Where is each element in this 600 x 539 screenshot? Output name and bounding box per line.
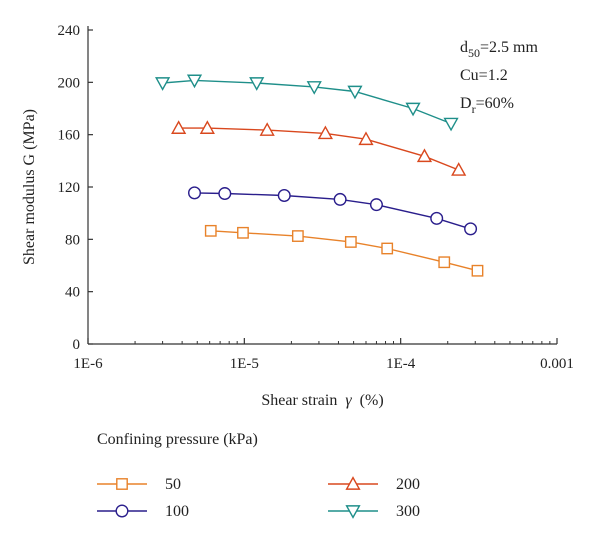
y-tick-label: 200 <box>58 75 81 91</box>
data-point <box>218 187 232 201</box>
data-point <box>405 102 421 117</box>
series-50 <box>204 224 484 277</box>
legend-label: 50 <box>165 476 181 493</box>
data-point <box>381 242 394 255</box>
data-point <box>369 198 383 212</box>
legend-item-100: 100 <box>97 503 189 520</box>
data-point <box>306 81 322 95</box>
series-line <box>162 79 452 125</box>
legend-marker <box>345 505 361 519</box>
y-tick-label: 120 <box>58 180 81 196</box>
y-tick-label: 0 <box>73 337 81 353</box>
data-point <box>464 222 478 236</box>
axes: 0 40 80 120 160 200 240 1E-6 1E-5 1E-4 0.001 <box>58 23 574 372</box>
legend: Confining pressure (kPa) 50 100 200 300 <box>97 431 420 520</box>
x-axis-title-text: Shear strain <box>261 392 337 409</box>
series-line <box>194 192 471 230</box>
data-point <box>277 189 291 203</box>
data-point <box>438 256 451 269</box>
x-axis-title-symbol: γ <box>345 392 352 409</box>
data-point <box>199 120 215 134</box>
series-300 <box>155 74 459 132</box>
series-100 <box>188 186 478 236</box>
series-200 <box>171 120 467 176</box>
y-tick-label: 40 <box>65 285 80 301</box>
y-axis-title: Shear modulus G (MPa) <box>21 109 38 265</box>
data-point <box>291 230 304 242</box>
data-point <box>249 77 265 91</box>
data-point <box>171 120 187 134</box>
x-axis-title: Shear strain γ (%) <box>261 392 383 409</box>
data-point <box>416 148 433 163</box>
legend-label: 100 <box>165 503 189 520</box>
annotation-line: d50=2.5 mm <box>460 39 538 60</box>
annotation-line: Cu=1.2 <box>460 67 508 84</box>
legend-marker <box>115 504 129 518</box>
data-point <box>358 131 374 146</box>
data-point <box>317 125 333 140</box>
x-tick-label: 1E-6 <box>73 356 103 372</box>
x-axis-title-unit: (%) <box>360 392 384 409</box>
legend-item-200: 200 <box>328 476 420 493</box>
data-point <box>186 74 203 89</box>
data-point <box>430 211 444 225</box>
y-tick-label: 160 <box>58 128 81 144</box>
x-tick-label: 0.001 <box>540 356 574 372</box>
data-point <box>188 186 202 200</box>
data-point <box>333 192 347 206</box>
data-point <box>451 162 467 176</box>
series-line <box>178 127 459 171</box>
series-line <box>210 230 478 272</box>
data-point <box>443 117 459 132</box>
data-point <box>155 77 171 91</box>
data-point <box>471 264 484 277</box>
legend-marker <box>345 476 361 490</box>
plot-area <box>155 74 484 277</box>
data-point <box>347 85 363 100</box>
data-point <box>259 122 275 136</box>
data-point <box>204 224 217 237</box>
legend-item-50: 50 <box>97 476 181 493</box>
data-point <box>237 226 249 239</box>
legend-title: Confining pressure (kPa) <box>97 431 258 448</box>
annotation-line: Dr=60% <box>460 95 514 116</box>
legend-label: 200 <box>396 476 420 493</box>
legend-label: 300 <box>396 503 420 520</box>
x-tick-label: 1E-5 <box>230 356 259 372</box>
x-tick-label: 1E-4 <box>386 356 416 372</box>
y-tick-label: 240 <box>58 23 81 39</box>
legend-marker <box>116 478 128 490</box>
annotation-block: d50=2.5 mm Cu=1.2 Dr=60% <box>460 39 538 116</box>
data-point <box>344 236 357 248</box>
y-tick-label: 80 <box>65 232 80 248</box>
legend-item-300: 300 <box>328 503 420 520</box>
